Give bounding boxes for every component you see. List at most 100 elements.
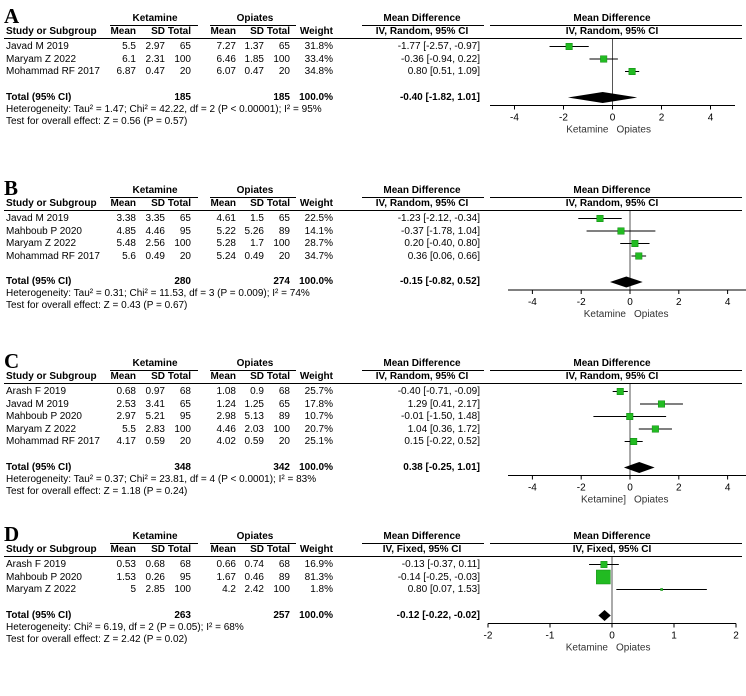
- panel-label: C: [4, 349, 20, 373]
- effect-marker: [660, 588, 663, 591]
- study-mean2: 1.08: [216, 386, 236, 397]
- study-total2: 20: [278, 66, 290, 77]
- study-total1: 20: [179, 250, 191, 262]
- total-label: Total (95% CI): [6, 276, 72, 287]
- study-weight: 10.7%: [304, 411, 333, 422]
- study-sd1: 0.97: [145, 386, 165, 397]
- study-weight: 33.4%: [304, 53, 333, 65]
- effect-title-left: Mean Difference: [383, 531, 461, 542]
- study-weight: 25.7%: [304, 386, 333, 397]
- study-name: Mahboub P 2020: [6, 411, 82, 422]
- study-mean1: 4.17: [116, 436, 136, 447]
- group2-underline: [210, 370, 296, 371]
- study-sd1: 5.21: [145, 411, 165, 422]
- overall-effect-text: Test for overall effect: Z = 2.42 (P = 0…: [6, 633, 188, 645]
- study-ci-text: -0.01 [-1.50, 1.48]: [401, 411, 480, 422]
- study-sd2: 1.5: [250, 213, 264, 224]
- study-weight: 34.7%: [304, 250, 333, 262]
- study-mean1: 4.85: [116, 225, 136, 237]
- total-label: Total (95% CI): [6, 91, 72, 103]
- favours-right-label: Opiates: [616, 643, 650, 654]
- total-weight: 100.0%: [299, 461, 333, 473]
- study-sd1: 0.47: [145, 66, 165, 77]
- x-tick-label: 2: [733, 631, 739, 642]
- group2-underline: [210, 197, 296, 198]
- study-sd2: 1.7: [250, 238, 264, 249]
- study-total2: 89: [278, 571, 290, 583]
- effect-title-right: Mean Difference: [573, 185, 651, 196]
- study-total2: 89: [278, 411, 290, 422]
- study-ci-text: -1.77 [-2.57, -0.97]: [397, 41, 480, 52]
- effect-marker: [600, 55, 608, 63]
- effect-left-underline: [362, 197, 484, 198]
- header-rule: [4, 383, 742, 384]
- study-sd1: 2.83: [145, 423, 165, 435]
- x-tick-label: 1: [671, 631, 677, 642]
- total2-header: Total: [266, 26, 290, 37]
- study-mean2: 7.27: [216, 41, 236, 52]
- study-weight: 16.9%: [304, 559, 333, 570]
- study-name: Javad M 2019: [6, 398, 69, 410]
- study-sd1: 2.31: [145, 53, 165, 65]
- effect-model-left: IV, Fixed, 95% CI: [382, 544, 462, 555]
- x-tick-label: 2: [676, 483, 682, 494]
- total-n1: 185: [174, 91, 191, 103]
- x-tick-label: -4: [528, 483, 537, 494]
- study-ci-text: -0.13 [-0.37, 0.11]: [401, 559, 480, 570]
- x-tick-label: -4: [528, 297, 537, 308]
- study-total1: 20: [179, 436, 191, 447]
- study-sd2: 0.74: [244, 559, 264, 570]
- mean2-header: Mean: [210, 26, 236, 37]
- study-ci-text: 0.80 [0.07, 1.53]: [407, 584, 480, 595]
- study-total2: 100: [273, 584, 290, 595]
- study-mean2: 6.07: [216, 66, 236, 77]
- x-tick-label: -4: [510, 113, 519, 124]
- mean2-header: Mean: [210, 544, 236, 555]
- favours-left-label: Ketamine: [584, 309, 627, 320]
- study-ci-text: -1.23 [-2.12, -0.34]: [397, 213, 480, 224]
- pooled-diamond: [623, 462, 655, 473]
- group1-underline: [110, 197, 198, 198]
- study-weight: 20.7%: [304, 423, 333, 435]
- total-n2: 185: [273, 91, 290, 103]
- group1-header: Ketamine: [132, 185, 178, 196]
- effect-model-right: IV, Fixed, 95% CI: [572, 544, 652, 555]
- total-ci-text: -0.40 [-1.82, 1.01]: [399, 91, 480, 103]
- effect-marker: [630, 438, 638, 445]
- effect-left-underline: [362, 543, 484, 544]
- total-ci-text: -0.15 [-0.82, 0.52]: [399, 276, 480, 287]
- study-total2: 100: [273, 53, 290, 65]
- effect-model-left: IV, Random, 95% CI: [375, 198, 469, 209]
- study-name: Javad M 2019: [6, 41, 69, 52]
- study-sd2: 5.26: [244, 225, 264, 237]
- header-rule: [4, 210, 742, 211]
- effect-marker: [635, 252, 643, 260]
- study-total2: 65: [278, 213, 290, 224]
- x-tick-label: 2: [676, 297, 682, 308]
- study-weight: 17.8%: [304, 398, 333, 410]
- study-total1: 95: [179, 571, 191, 583]
- group2-underline: [210, 543, 296, 544]
- study-total1: 95: [179, 225, 191, 237]
- study-ci-text: 0.15 [-0.22, 0.52]: [404, 436, 480, 447]
- sd2-header: SD: [250, 198, 264, 209]
- panel-label: D: [4, 522, 20, 546]
- total2-header: Total: [266, 371, 290, 382]
- forest-panel-b: B Ketamine Opiates Mean Difference Mean Diff…: [0, 172, 746, 344]
- effect-title-left: Mean Difference: [383, 13, 461, 24]
- x-tick-label: -2: [577, 483, 586, 494]
- study-name: Javad M 2019: [6, 213, 69, 224]
- study-mean2: 4.46: [216, 423, 236, 435]
- study-sd1: 0.59: [145, 436, 165, 447]
- study-column-header: Study or Subgroup: [6, 198, 97, 209]
- study-total2: 100: [273, 423, 290, 435]
- study-mean1: 5.48: [116, 238, 136, 249]
- effect-model-left: IV, Random, 95% CI: [375, 26, 469, 37]
- forest-plot: -4 -2 0 2 4 Ketamine] Opiates: [508, 384, 746, 506]
- effect-marker: [617, 227, 625, 235]
- heterogeneity-text: Heterogeneity: Tau² = 0.37; Chi² = 23.81…: [6, 473, 317, 485]
- study-mean1: 5.6: [122, 250, 136, 262]
- effect-marker: [596, 569, 611, 585]
- study-mean2: 4.02: [216, 436, 236, 447]
- study-name: Maryam Z 2022: [6, 238, 77, 249]
